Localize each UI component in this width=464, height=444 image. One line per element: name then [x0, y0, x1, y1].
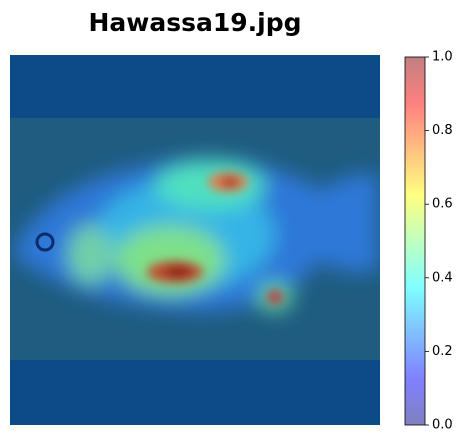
- colorbar: [404, 56, 426, 426]
- heatmap-image: [10, 55, 380, 425]
- colorbar-tick-label: 0.4: [432, 270, 453, 285]
- chart-title: Hawassa19.jpg: [88, 8, 301, 37]
- colorbar-tick-label: 0.2: [432, 344, 453, 359]
- colorbar-tick-label: 1.0: [432, 50, 453, 65]
- colorbar-tick-label: 0.8: [432, 123, 453, 138]
- colorbar-tick-label: 0.6: [432, 197, 453, 212]
- colorbar-tick-label: 0.0: [432, 418, 453, 433]
